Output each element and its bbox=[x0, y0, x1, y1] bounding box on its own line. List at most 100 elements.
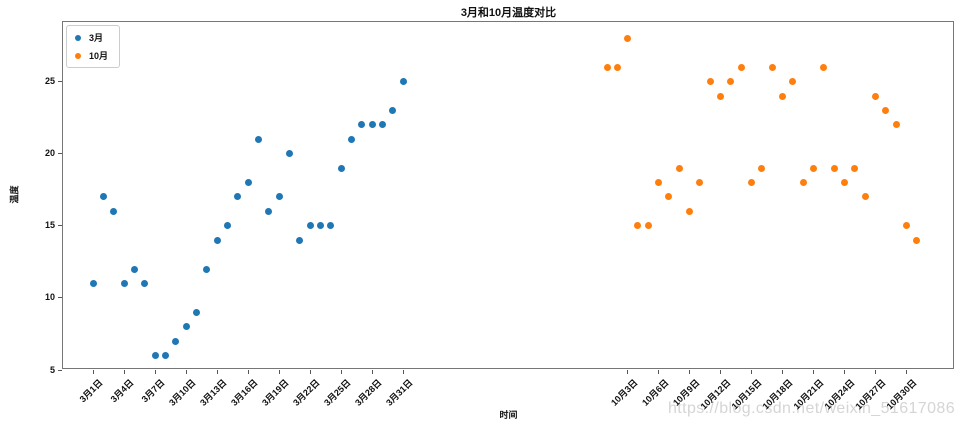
x-tick-mark bbox=[813, 370, 815, 374]
data-point-march bbox=[110, 207, 118, 215]
x-tick-mark bbox=[402, 370, 404, 374]
data-point-october bbox=[768, 63, 776, 71]
data-point-march bbox=[317, 222, 325, 230]
x-tick-mark bbox=[247, 370, 249, 374]
data-point-march bbox=[120, 279, 128, 287]
y-tick-label: 20 bbox=[44, 148, 55, 159]
y-tick-mark bbox=[58, 297, 62, 299]
data-point-march bbox=[399, 78, 407, 86]
x-tick-mark bbox=[720, 370, 722, 374]
x-tick-mark bbox=[658, 370, 660, 374]
data-point-march bbox=[234, 193, 242, 201]
x-tick-mark bbox=[371, 370, 373, 374]
data-point-october bbox=[789, 78, 797, 86]
x-tick-label: 10月6日 bbox=[639, 377, 671, 408]
y-tick-label: 5 bbox=[49, 364, 55, 375]
data-point-october bbox=[748, 179, 756, 187]
legend-item-october: 10月 bbox=[75, 49, 108, 62]
y-tick-label: 25 bbox=[44, 76, 55, 87]
data-point-march bbox=[296, 236, 304, 244]
x-tick-mark bbox=[782, 370, 784, 374]
data-point-october bbox=[841, 179, 849, 187]
data-point-march bbox=[255, 135, 263, 143]
data-point-march bbox=[172, 337, 180, 345]
x-tick-label: 3月10日 bbox=[167, 377, 198, 408]
x-tick-mark bbox=[123, 370, 125, 374]
data-point-october bbox=[903, 222, 911, 230]
data-point-march bbox=[100, 193, 108, 201]
data-point-march bbox=[358, 121, 366, 129]
y-tick-mark bbox=[58, 225, 62, 227]
data-point-march bbox=[224, 222, 232, 230]
legend-label-october: 10月 bbox=[89, 51, 109, 61]
data-point-march bbox=[379, 121, 387, 129]
x-tick-label: 3月28日 bbox=[353, 377, 384, 408]
x-tick-mark bbox=[751, 370, 753, 374]
data-point-october bbox=[913, 236, 921, 244]
y-tick-label: 15 bbox=[44, 220, 55, 231]
data-point-october bbox=[675, 164, 683, 172]
data-point-october bbox=[624, 34, 632, 42]
data-point-october bbox=[882, 106, 890, 114]
x-tick-mark bbox=[906, 370, 908, 374]
x-tick-label: 3月25日 bbox=[322, 377, 353, 408]
data-point-october bbox=[613, 63, 621, 71]
data-point-october bbox=[727, 78, 735, 86]
x-tick-label: 3月19日 bbox=[260, 377, 291, 408]
data-point-october bbox=[717, 92, 725, 100]
x-tick-label: 3月7日 bbox=[139, 377, 167, 405]
data-point-october bbox=[851, 164, 859, 172]
data-point-march bbox=[244, 179, 252, 187]
chart-title: 3月和10月温度对比 bbox=[460, 7, 557, 19]
x-tick-mark bbox=[340, 370, 342, 374]
data-point-october bbox=[737, 63, 745, 71]
data-point-october bbox=[820, 63, 828, 71]
data-point-march bbox=[182, 323, 190, 331]
x-axis-label: 时间 bbox=[499, 410, 518, 420]
data-point-march bbox=[337, 164, 345, 172]
x-tick-label: 3月31日 bbox=[384, 377, 415, 408]
data-point-march bbox=[368, 121, 376, 129]
legend-marker-october-icon bbox=[75, 52, 81, 59]
data-point-march bbox=[151, 352, 159, 360]
plot-area bbox=[62, 21, 954, 369]
data-point-march bbox=[193, 308, 201, 316]
x-tick-mark bbox=[92, 370, 94, 374]
data-point-march bbox=[389, 106, 397, 114]
legend-item-march: 3月 bbox=[75, 31, 108, 44]
data-point-october bbox=[706, 78, 714, 86]
data-point-october bbox=[603, 63, 611, 71]
data-point-march bbox=[348, 135, 356, 143]
x-tick-mark bbox=[875, 370, 877, 374]
y-tick-mark bbox=[58, 369, 62, 371]
data-point-march bbox=[265, 207, 273, 215]
legend-label-march: 3月 bbox=[89, 33, 104, 43]
legend: 3月 10月 bbox=[66, 25, 121, 68]
data-point-march bbox=[162, 352, 170, 360]
data-point-march bbox=[141, 279, 149, 287]
x-tick-mark bbox=[627, 370, 629, 374]
x-tick-mark bbox=[216, 370, 218, 374]
x-tick-mark bbox=[154, 370, 156, 374]
x-tick-label: 3月13日 bbox=[198, 377, 229, 408]
x-tick-label: 3月16日 bbox=[229, 377, 260, 408]
x-tick-mark bbox=[278, 370, 280, 374]
y-tick-mark bbox=[58, 153, 62, 155]
data-point-march bbox=[275, 193, 283, 201]
y-tick-mark bbox=[58, 81, 62, 83]
data-point-october bbox=[779, 92, 787, 100]
data-point-october bbox=[799, 179, 807, 187]
data-point-october bbox=[696, 179, 704, 187]
x-tick-label: 3月4日 bbox=[108, 377, 136, 405]
data-point-october bbox=[634, 222, 642, 230]
data-point-march bbox=[89, 279, 97, 287]
data-point-october bbox=[861, 193, 869, 201]
y-axis-label: 温度 bbox=[9, 185, 20, 204]
data-point-october bbox=[758, 164, 766, 172]
data-point-october bbox=[686, 207, 694, 215]
data-point-october bbox=[872, 92, 880, 100]
data-point-october bbox=[810, 164, 818, 172]
x-tick-mark bbox=[309, 370, 311, 374]
data-point-march bbox=[327, 222, 335, 230]
